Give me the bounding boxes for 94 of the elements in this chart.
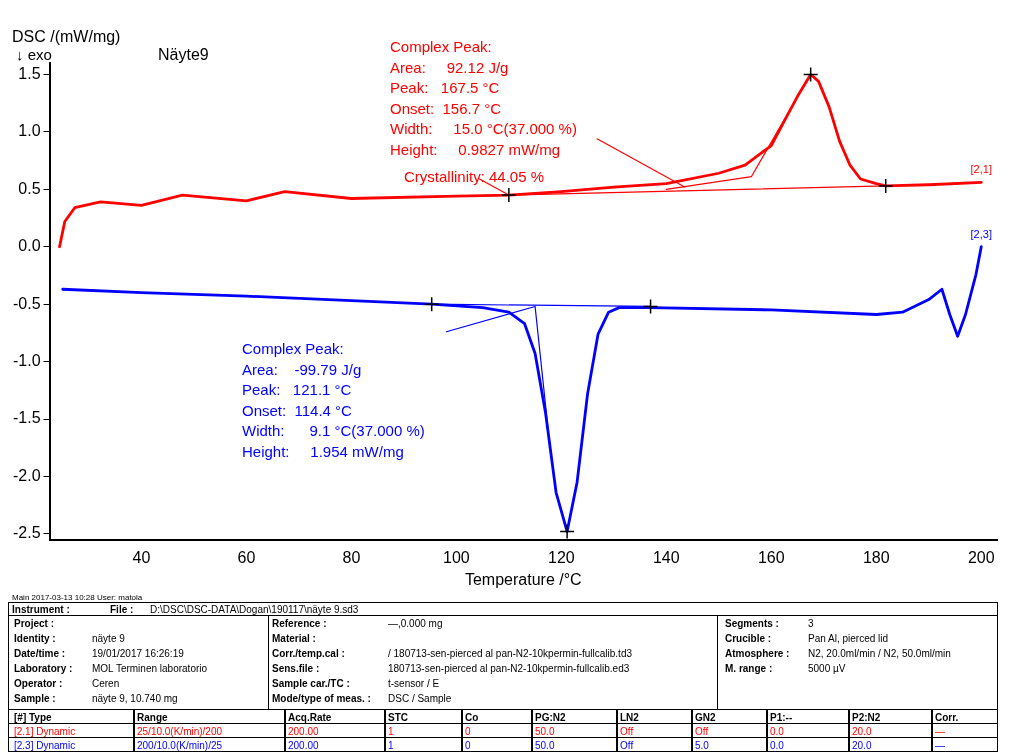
text: 1 (388, 740, 394, 752)
series-label: [2,1] (970, 163, 992, 176)
text: 50.0 (535, 740, 555, 752)
text: P2:N2 (852, 712, 881, 724)
text: / 180713-sen-pierced al pan-N2-10kpermin-fullcalib.td3 (388, 648, 633, 660)
text: t-sensor / E (388, 678, 440, 690)
text: Instrument : (12, 604, 70, 616)
text: Corr. (935, 712, 959, 724)
text: Off (695, 726, 709, 738)
y-tick-label: 1.0 (18, 122, 41, 140)
text: 20.0 (852, 726, 872, 738)
text: 0.0 (770, 726, 784, 738)
text: [2.3] Dynamic (14, 740, 76, 752)
x-axis-title: Temperature /°C (464, 570, 582, 588)
text: —,0.000 mg (388, 618, 443, 630)
text: 0 (465, 726, 471, 738)
y-tick-label: 0.0 (18, 237, 41, 255)
text: MOL Terminen laboratorio (92, 663, 208, 675)
text: PG:N2 (535, 712, 566, 724)
text: näyte 9, 10.740 mg (92, 693, 178, 705)
text: Date/time : (14, 648, 66, 660)
y-tick-label: 0.5 (18, 179, 41, 197)
text: LN2 (620, 712, 639, 724)
x-tick-label: 100 (443, 548, 470, 566)
text: Acq.Rate (288, 712, 332, 724)
chart-title: Näyte9 (158, 46, 209, 64)
text: STC (388, 712, 408, 724)
text: 200/10.0(K/min)/25 (137, 740, 223, 752)
text: Off (620, 726, 634, 738)
text: 1 (388, 726, 394, 738)
text: [2.1] Dynamic (14, 726, 76, 738)
x-tick-label: 80 (342, 548, 361, 566)
x-tick-label: 180 (862, 548, 890, 566)
text: Corr./temp.cal : (272, 648, 345, 660)
annotation: Complex Peak: Area: 92.12 J/g Peak: 167.5 °C Onset: 156.7 °C Width: 15.0 °C(37.000 %) Height: 0.9827 mW/mg (390, 38, 577, 158)
y-tick-label: 1.5 (18, 64, 41, 82)
text: näyte 9 (92, 633, 125, 645)
text: 180713-sen-pierced al pan-N2-10kpermin-fullcalib.ed3 (388, 663, 630, 675)
text: 0.0 (770, 740, 784, 752)
text: 5.0 (695, 740, 709, 752)
text: Reference : (272, 618, 327, 630)
text: 25/10.0(K/min)/200 (137, 726, 223, 738)
text: Ceren (92, 678, 120, 690)
text: 20.0 (852, 740, 872, 752)
y-tick-label: -2.0 (12, 466, 41, 484)
text: N2, 20.0ml/min / N2, 50.0ml/min (808, 648, 951, 660)
text: Off (620, 740, 634, 752)
y-tick-label: -1.0 (12, 352, 41, 369)
text: DSC / Sample (388, 693, 452, 705)
x-tick-label: 160 (757, 548, 785, 566)
text: Pan Al, pierced lid (808, 633, 889, 645)
text: 200.00 (288, 740, 319, 752)
text: [#] Type (14, 712, 52, 724)
annotation: Complex Peak: Area: -99.79 J/g Peak: 121.1 °C Onset: 114.4 °C Width: 9.1 °C(37.000 %) Height: 1.954 mW/mg (242, 340, 425, 460)
x-tick-label: 40 (132, 548, 151, 566)
x-tick-label: 120 (547, 548, 575, 566)
text: Project : (14, 618, 55, 630)
x-tick-label: 60 (237, 548, 256, 566)
text: Material : (272, 633, 316, 645)
text: Crucible : (725, 633, 772, 645)
x-tick-label: 200 (967, 548, 995, 566)
text: 3 (808, 618, 814, 630)
y-axis-title: DSC /(mW/mg) (12, 28, 121, 46)
text: Mode/type of meas. : (272, 693, 371, 705)
text: Sample : (14, 693, 56, 705)
text: 0 (465, 740, 471, 752)
text: 5000 µV (808, 663, 846, 675)
text: D:\DSC\DSC-DATA\Dogan\190117\näyte 9.sd3 (150, 604, 359, 616)
text: 19/01/2017 16:26:19 (92, 648, 184, 660)
text: M. range : (725, 663, 773, 675)
series-label: [2,3] (970, 227, 992, 240)
y-tick-label: -2.5 (12, 524, 41, 542)
annotation: Crystallinity: 44.05 % (404, 168, 545, 186)
y-tick-label: -1.5 (12, 409, 41, 427)
text: Range (137, 712, 168, 724)
text: Segments : (725, 618, 779, 630)
text: Main 2017-03-13 10:28 User: matola (12, 592, 143, 604)
text: 50.0 (535, 726, 555, 738)
text: Operator : (14, 678, 63, 690)
text: File : (110, 604, 134, 616)
text: Co (465, 712, 479, 724)
text: GN2 (695, 712, 716, 724)
y-tick-label: -0.5 (12, 294, 41, 312)
text: — (935, 740, 945, 752)
text: 200.00 (288, 726, 319, 738)
text: — (935, 726, 945, 738)
text: Atmosphere : (725, 648, 790, 660)
text: Laboratory : (14, 663, 73, 675)
x-tick-label: 140 (652, 548, 680, 566)
text: P1:-- (770, 712, 793, 724)
text: Sample car./TC : (272, 678, 350, 690)
annotation: ↓ exo (16, 46, 52, 64)
text: Identity : (14, 633, 56, 645)
text: Sens.file : (272, 663, 320, 675)
